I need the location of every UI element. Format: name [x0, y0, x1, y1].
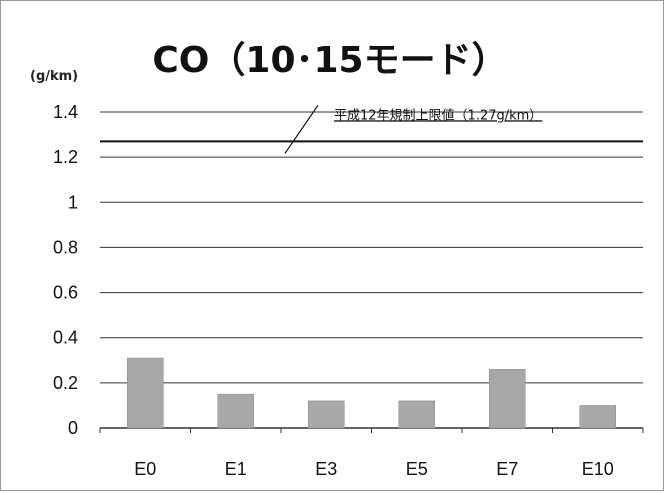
x-category-label: E5: [406, 459, 428, 479]
bar-E10: [579, 405, 616, 429]
y-tick-label: 1: [68, 192, 78, 212]
y-tick-label: 0.8: [53, 237, 78, 257]
x-tick-labels: E0 E1 E3 E5 E7 E10: [134, 459, 614, 479]
y-tick-label: 0.6: [53, 283, 78, 303]
y-tick-label: 0: [68, 418, 78, 438]
gridlines: [99, 111, 644, 433]
x-category-label: E10: [582, 459, 614, 479]
y-axis-unit-label: (g/km): [30, 69, 78, 84]
x-category-label: E3: [315, 459, 337, 479]
x-category-label: E1: [225, 459, 247, 479]
bar-E5: [398, 400, 435, 429]
y-tick-label: 1.4: [53, 102, 78, 122]
bar-E0: [127, 357, 164, 429]
chart-title: CO（10･15モード）: [152, 40, 507, 81]
reference-leader-line: [284, 105, 319, 154]
y-tick-label: 0.4: [53, 328, 78, 348]
y-tick-label: 1.2: [53, 147, 78, 167]
bar-E1: [217, 393, 254, 429]
bar-E3: [308, 400, 345, 429]
bar-E7: [489, 369, 526, 429]
bars: [127, 357, 616, 429]
x-category-label: E7: [496, 459, 518, 479]
x-category-label: E0: [134, 459, 156, 479]
y-tick-label: 0.2: [53, 373, 78, 393]
y-tick-labels: 1.4 1.2 1 0.8 0.6 0.4 0.2 0: [53, 102, 78, 438]
reference-line-group: 平成12年規制上限値（1.27g/km）: [100, 105, 643, 154]
reference-line-label: 平成12年規制上限値（1.27g/km）: [334, 107, 542, 123]
